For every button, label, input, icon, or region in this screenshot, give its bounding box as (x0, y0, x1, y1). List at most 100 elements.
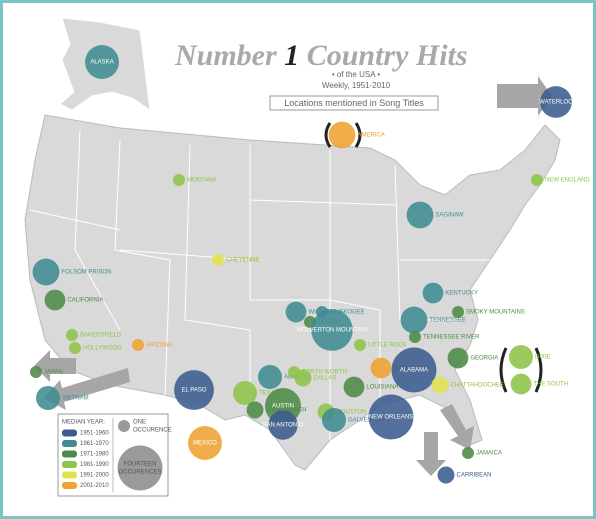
legend-swatch (62, 471, 77, 479)
location-bubble (370, 357, 392, 379)
location-bubble (30, 366, 42, 378)
location-label: TENNESSEE (429, 318, 465, 324)
title-number: 1 (284, 39, 299, 72)
location-bubble (246, 401, 264, 419)
legend-label: 1991-2000 (80, 473, 109, 479)
location-label: VIETNAM (62, 396, 89, 402)
location-label: BAKERSFIELD (80, 333, 122, 339)
legend-label: 1981-1990 (80, 462, 109, 468)
location-bubble (66, 329, 78, 341)
location-bubble (311, 309, 353, 351)
arrow (416, 432, 446, 476)
location-bubble (452, 306, 464, 318)
location-label: NEW ORLEANS (369, 415, 413, 421)
size-legend-label: ONE (133, 420, 146, 426)
location-label: CHEYENNE (226, 258, 259, 264)
legend-swatch (62, 429, 77, 437)
size-legend-label: OCCURENCE (133, 428, 172, 434)
location-label: EL PASO (181, 388, 206, 394)
location-bubble (85, 45, 119, 79)
location-bubble (132, 339, 144, 351)
location-bubble (462, 447, 474, 459)
location-label: WATERLOO (539, 100, 573, 106)
title-word: Number (174, 39, 277, 72)
arrow (34, 350, 76, 382)
location-label: NEW ENGLAND (545, 178, 590, 184)
location-label: JAPAN (44, 370, 63, 376)
location-label: GEORGIA (470, 356, 498, 362)
location-bubble (294, 369, 312, 387)
arrow (497, 76, 552, 116)
location-label: TENNESSEE RIVER (423, 335, 480, 341)
legend-swatch (62, 482, 77, 489)
location-label: SMOKY MOUNTAINS (466, 310, 525, 316)
location-bubble (328, 121, 356, 149)
location-label: LITTLE ROCK (368, 343, 407, 349)
location-bubble (400, 306, 428, 334)
title-word: Country Hits (307, 39, 468, 72)
location-label: THE SOUTH (533, 382, 568, 388)
location-bubble (233, 381, 257, 405)
location-bubble (531, 174, 543, 186)
location-bubble (391, 347, 437, 393)
location-label: TEXAS (259, 391, 279, 397)
legend-label: 2001-2010 (80, 483, 109, 489)
location-bubble (285, 301, 307, 323)
location-label: AMERICA (357, 133, 384, 139)
location-bubble (44, 289, 66, 311)
location-bubble (431, 376, 449, 394)
location-label: FOLSOM PRISON (61, 270, 111, 276)
legend-label: 1971-1980 (80, 452, 109, 458)
location-label: CALIFORNIA (67, 298, 103, 304)
arrow (440, 404, 474, 450)
subtitle: • of the USA • (332, 70, 380, 79)
location-bubble (510, 373, 532, 395)
location-bubble (258, 365, 282, 389)
location-bubble (212, 254, 224, 266)
location-label: MUSKOGEE (330, 310, 365, 316)
location-bubble (354, 339, 366, 351)
legend-swatch (62, 450, 77, 458)
location-bubble (268, 410, 298, 440)
location-label: ALABAMA (400, 368, 428, 374)
location-bubble (174, 370, 214, 410)
location-label: DALLAS (313, 376, 336, 382)
caption-box (269, 95, 439, 111)
location-bubble (437, 466, 455, 484)
legend-swatch (62, 461, 77, 468)
location-label: WOLVERTON MOUNTAIN (296, 328, 367, 334)
location-bubble (509, 345, 533, 369)
location-bubble (540, 86, 572, 118)
size-legend-label: FOURTEEN (124, 462, 157, 468)
location-bubble (368, 394, 414, 440)
location-label: KENTUCKY (445, 291, 478, 297)
location-bubble (322, 408, 346, 432)
legend-label: 1951-1960 (80, 431, 109, 437)
size-legend-circle (118, 420, 130, 432)
location-label: SAN ANTONIO (263, 423, 304, 429)
location-label: CHATTAHOOCHEE (450, 383, 503, 389)
location-label: LOUISIANA (366, 385, 398, 391)
location-bubble (32, 258, 60, 286)
location-label: ALASKA (90, 60, 113, 66)
legend-label: 1961-1970 (80, 441, 109, 447)
location-bubble (422, 282, 444, 304)
location-label: FORTH WORTH (302, 370, 347, 376)
location-label: HOUSTON (336, 410, 366, 416)
location-bubble (173, 174, 185, 186)
location-bubble (406, 201, 434, 229)
state-lines (29, 129, 490, 440)
legend-swatch (62, 440, 77, 447)
location-bubble (343, 376, 365, 398)
size-legend-circle (117, 445, 163, 491)
location-label: CARRIBEAN (456, 473, 491, 479)
location-bubble (188, 426, 222, 460)
location-label: AUSTIN (272, 404, 294, 410)
location-bubble (69, 342, 81, 354)
location-label: ARIZONA (146, 343, 173, 349)
size-legend-label: OCCURENCES (119, 470, 162, 476)
arrow (44, 368, 130, 410)
parentheses (324, 122, 543, 393)
location-bubble (409, 331, 421, 343)
